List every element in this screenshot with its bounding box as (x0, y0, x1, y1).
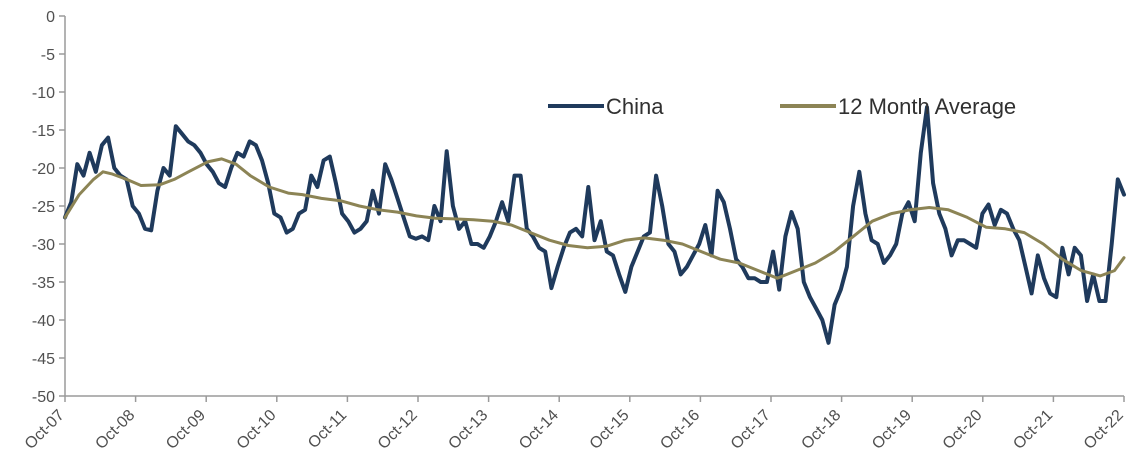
series-lines (63, 105, 1126, 345)
legend-label: 12 Month Average (838, 94, 1016, 119)
x-tick-label: Oct-10 (234, 407, 280, 453)
x-tick-label: Oct-15 (587, 407, 633, 453)
series-line-12-month-average (63, 157, 1126, 280)
x-tick-label: Oct-18 (798, 407, 844, 453)
x-tick-label: Oct-20 (940, 407, 986, 453)
y-tick-label: 0 (46, 9, 55, 26)
x-tick-label: Oct-22 (1081, 407, 1127, 453)
y-tick-label: -15 (32, 123, 55, 140)
x-tick-label: Oct-11 (305, 407, 350, 452)
x-tick-label: Oct-08 (92, 407, 138, 453)
series-line-china (63, 105, 1126, 345)
x-axis: Oct-07 Oct-08 Oct-09 Oct-10 Oct-11 Oct-12 Oct-… (22, 395, 1127, 453)
y-tick-label: -45 (32, 351, 55, 368)
x-tick-label: Oct-19 (869, 407, 915, 453)
y-tick-label: -5 (41, 47, 55, 64)
x-tick-label: Oct-12 (375, 407, 421, 453)
y-tick-label: -40 (32, 313, 55, 330)
y-axis: 0 -5 -10 -15 -20 -25 -30 -35 -40 -45 -50 (32, 9, 66, 406)
legend: China 12 Month Average (548, 94, 1016, 119)
x-tick-label: Oct-14 (516, 407, 562, 453)
x-tick-label: Oct-16 (657, 407, 703, 453)
x-tick-label: Oct-07 (22, 407, 68, 453)
y-tick-label: -10 (32, 85, 55, 102)
x-tick-label: Oct-17 (728, 407, 774, 453)
legend-label: China (606, 94, 664, 119)
x-tick-label: Oct-21 (1010, 407, 1056, 453)
y-tick-label: -20 (32, 161, 55, 178)
y-tick-label: -35 (32, 275, 55, 292)
x-tick-label: Oct-09 (163, 407, 209, 453)
x-tick-label: Oct-13 (445, 407, 491, 453)
y-tick-label: -25 (32, 199, 55, 216)
y-tick-label: -30 (32, 237, 55, 254)
y-tick-label: -50 (32, 389, 55, 406)
